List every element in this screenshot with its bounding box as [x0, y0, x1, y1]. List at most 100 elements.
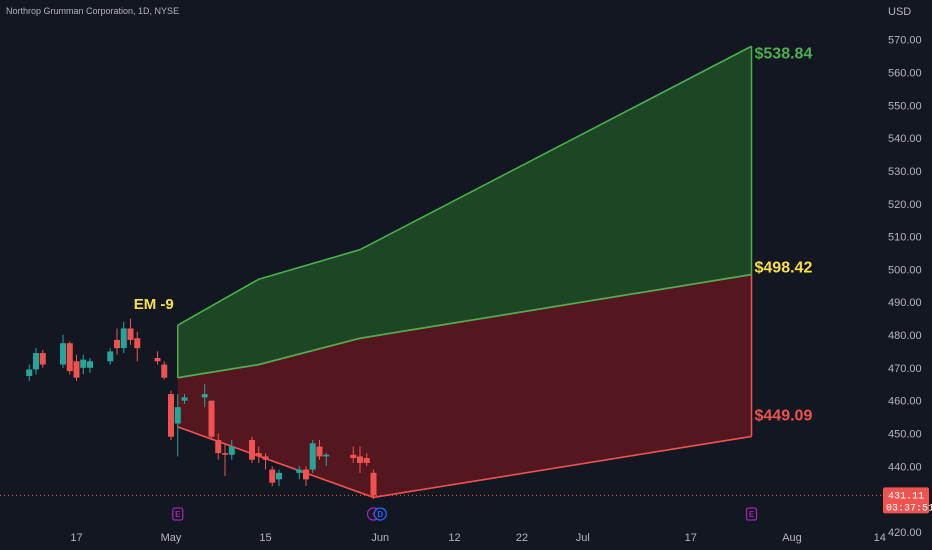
candle-body [26, 369, 33, 377]
x-tick-label: 15 [259, 532, 271, 544]
price-axis[interactable]: 420.00430.00440.00450.00460.00470.00480.… [883, 35, 932, 539]
candle [73, 354, 80, 381]
candlesticks [26, 318, 377, 500]
candle-body [134, 338, 141, 349]
lower-target-label: $449.09 [755, 407, 813, 424]
candle-body [201, 394, 208, 398]
event-label: E [749, 510, 755, 519]
candle [107, 348, 114, 365]
candle [181, 394, 188, 404]
candle-body [255, 453, 262, 457]
candle-body [350, 454, 357, 459]
current-price-badge-bg [883, 487, 929, 514]
candle [222, 443, 228, 477]
candle [357, 446, 363, 473]
candle [316, 440, 323, 460]
currency-label: USD [888, 6, 911, 18]
upper-target-label: $538.84 [755, 45, 813, 62]
current-price-value: 431.11 [888, 491, 924, 502]
candle [114, 328, 120, 355]
candle-body [262, 456, 269, 460]
candle-body [127, 328, 134, 340]
candle-body [370, 472, 377, 496]
y-tick-label: 480.00 [888, 330, 922, 342]
event-label: E [175, 510, 181, 519]
candle-body [215, 440, 222, 454]
time-axis[interactable]: 17 May 15 Jun 12 22 Jul 17 Aug 14 [70, 532, 886, 544]
candle-body [276, 472, 282, 480]
y-tick-label: 510.00 [888, 232, 922, 244]
y-tick-label: 450.00 [888, 428, 922, 440]
y-tick-label: 470.00 [888, 363, 922, 375]
candle [80, 354, 87, 375]
x-tick-label: 14 [874, 532, 886, 544]
x-tick-label: Aug [782, 532, 802, 544]
event-label: D [377, 510, 383, 519]
candle [154, 351, 161, 365]
candle [26, 364, 33, 381]
candle [370, 469, 377, 500]
candle-body [114, 339, 120, 349]
candle [60, 335, 66, 368]
candle [296, 466, 303, 480]
candle-body [309, 443, 316, 470]
candle-body [39, 353, 46, 365]
candle-body [249, 440, 255, 460]
mid-band-line [177, 273, 752, 379]
candle-body [316, 446, 323, 457]
candle [215, 433, 222, 460]
candle [39, 349, 46, 368]
x-tick-label: 17 [685, 532, 697, 544]
y-tick-label: 520.00 [888, 199, 922, 211]
expected-move-bands [177, 45, 753, 499]
candle [120, 321, 127, 354]
y-tick-label: 460.00 [888, 396, 922, 408]
x-tick-label: May [161, 532, 182, 544]
candle-body [269, 469, 276, 483]
event-markers: E ⚡ D E [172, 507, 758, 521]
candle [255, 446, 262, 463]
candle-body [168, 394, 174, 437]
candle-body [208, 400, 215, 437]
lower-band-fill [177, 274, 752, 498]
candle [174, 394, 181, 457]
candle [134, 331, 141, 362]
event-marker[interactable]: E [745, 507, 758, 521]
expected-move-label: EM -9 [134, 296, 174, 313]
candle [363, 453, 370, 467]
mid-target-label: $498.42 [755, 260, 813, 277]
x-tick-label: 17 [70, 532, 82, 544]
candle [303, 466, 309, 486]
candle [33, 348, 39, 375]
candle [228, 440, 235, 460]
candle-body [120, 328, 127, 349]
candle-body [33, 353, 39, 370]
x-tick-label: 12 [448, 532, 460, 544]
candle-body [323, 454, 330, 457]
candle-body [73, 361, 80, 378]
candle-body [363, 458, 370, 463]
y-tick-label: 530.00 [888, 166, 922, 178]
y-tick-label: 540.00 [888, 133, 922, 145]
y-tick-label: 420.00 [888, 527, 922, 539]
candle-body [296, 469, 303, 473]
y-tick-label: 570.00 [888, 35, 922, 47]
candle [161, 361, 168, 380]
candle [323, 453, 330, 467]
candle [168, 390, 174, 440]
candle [201, 384, 208, 408]
candle [87, 357, 93, 373]
event-marker[interactable]: E [172, 507, 184, 521]
candle-body [161, 364, 168, 378]
candle-body [87, 361, 93, 368]
x-tick-label: Jun [371, 532, 389, 544]
candle-body [181, 397, 188, 401]
event-marker[interactable]: D [373, 507, 387, 521]
candle-body [222, 453, 228, 455]
chart-title: Northrop Grumman Corporation, 1D, NYSE [6, 6, 179, 16]
candle-body [174, 407, 181, 424]
candle-body [303, 469, 309, 480]
candle [309, 440, 316, 473]
